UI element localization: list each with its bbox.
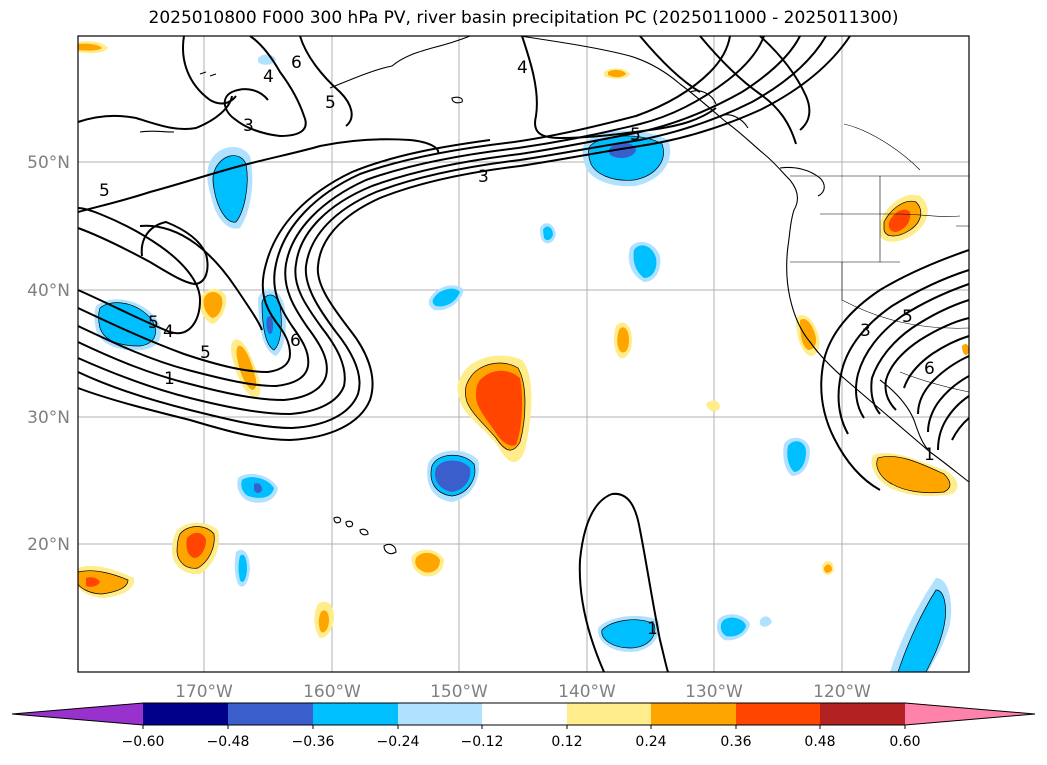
colorbar-bin: [313, 703, 398, 725]
lon-label: 170°W: [175, 682, 233, 702]
colorbar-tick: 0.36: [720, 734, 751, 750]
map-title: 2025010800 F000 300 hPa PV, river basin …: [148, 8, 899, 28]
colorbar-extend-low: [12, 703, 143, 725]
colorbar-tick: 0.12: [551, 734, 582, 750]
lon-label: 130°W: [685, 682, 743, 702]
colorbar-bin: [398, 703, 482, 725]
lon-labels: 170°W 160°W 150°W 140°W 130°W 120°W: [175, 682, 871, 702]
colorbar-tick: −0.48: [207, 734, 250, 750]
contour-label: 5: [325, 93, 336, 113]
colorbar-extend-high: [905, 703, 1035, 725]
colorbar-bin: [482, 703, 567, 725]
lat-label: 50°N: [27, 153, 70, 173]
contour-label: 4: [517, 58, 528, 78]
contour-label: 1: [164, 369, 175, 389]
contour-label: 3: [243, 116, 254, 136]
colorbar-tick: 0.48: [804, 734, 835, 750]
contour-label: 6: [291, 53, 302, 73]
colorbar-bin: [736, 703, 820, 725]
contour-label: 5: [148, 313, 159, 333]
colorbar-tick: −0.24: [377, 734, 420, 750]
contour-label: 6: [924, 359, 935, 379]
colorbar-tick: 0.60: [889, 734, 920, 750]
contour-labels: 4 6 5 3 5 4 5 3 5 4 5 1 6 3 5 6 1 1: [99, 53, 935, 639]
lat-label: 20°N: [27, 535, 70, 555]
lat-label: 40°N: [27, 281, 70, 301]
colorbar-bin: [567, 703, 651, 725]
colorbar-tick: 0.24: [635, 734, 666, 750]
contour-label: 5: [99, 181, 110, 201]
lon-label: 120°W: [813, 682, 871, 702]
lon-label: 150°W: [430, 682, 488, 702]
colorbar-bin: [820, 703, 905, 725]
precip-anomalies: [77, 41, 969, 673]
colorbar-bin: [228, 703, 313, 725]
map-frame: [77, 35, 970, 673]
contour-label: 3: [860, 321, 871, 341]
contour-label: 4: [163, 322, 174, 342]
contour-label: 6: [290, 331, 301, 351]
lon-label: 140°W: [558, 682, 616, 702]
contour-label: 5: [630, 125, 641, 145]
colorbar-tick: −0.36: [292, 734, 335, 750]
pv-contours: [77, 35, 970, 673]
contour-label: 1: [924, 445, 935, 465]
coastlines: [139, 20, 970, 555]
contour-label: 5: [902, 307, 913, 327]
colorbar-bin: [651, 703, 736, 725]
contour-label: 1: [647, 619, 658, 639]
colorbar-bin: [143, 703, 228, 725]
lon-label: 160°W: [303, 682, 361, 702]
colorbar-tick: −0.12: [461, 734, 504, 750]
contour-label: 5: [200, 343, 211, 363]
map-panel: [78, 36, 969, 672]
lat-labels: 50°N 40°N 30°N 20°N: [27, 153, 70, 555]
contour-label: 3: [478, 167, 489, 187]
lat-label: 30°N: [27, 408, 70, 428]
contour-label: 4: [263, 67, 274, 87]
colorbar: −0.60 −0.48 −0.36 −0.24 −0.12 0.12 0.24 …: [11, 702, 1036, 750]
colorbar-tick: −0.60: [122, 734, 165, 750]
